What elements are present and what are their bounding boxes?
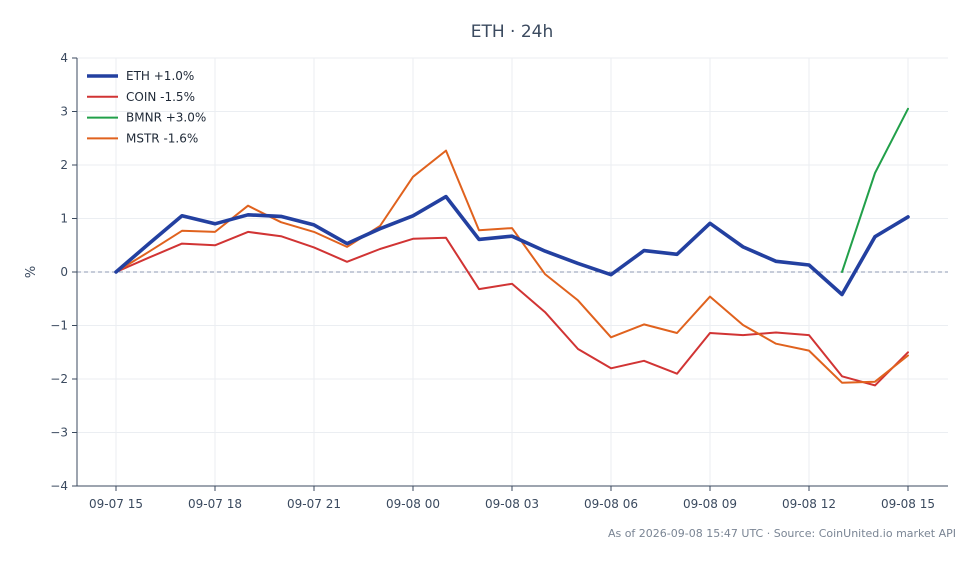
series-line-mstr — [115, 149, 909, 384]
legend-label-mstr: MSTR -1.6% — [126, 131, 198, 145]
x-tick-label: 09-08 00 — [386, 497, 440, 511]
y-tick-label: 3 — [60, 105, 68, 119]
x-tick-label: 09-08 12 — [782, 497, 836, 511]
y-tick-label: 0 — [60, 265, 68, 279]
y-tick-label: −4 — [50, 479, 68, 493]
legend-label-eth: ETH +1.0% — [126, 69, 194, 83]
x-tick-label: 09-08 06 — [584, 497, 638, 511]
plot-area: −4 −3 −2 −1 0 1 2 3 4 09-07 15 09-07 18 09-07 21 09-… — [50, 51, 948, 511]
x-tick-label: 09-07 18 — [188, 497, 242, 511]
y-tick-label: −1 — [50, 319, 68, 333]
x-tick-label: 09-08 03 — [485, 497, 539, 511]
y-tick-label: 2 — [60, 158, 68, 172]
footer-source: As of 2026-09-08 15:47 UTC · Source: Coi… — [608, 527, 956, 540]
y-tick-label: 4 — [60, 51, 68, 65]
y-tick-label: −2 — [50, 372, 68, 386]
x-tick-label: 09-08 09 — [683, 497, 737, 511]
x-tick-label: 09-07 15 — [89, 497, 143, 511]
chart-title: ETH · 24h — [471, 22, 554, 42]
x-tick-label: 09-08 15 — [881, 497, 935, 511]
series-line-eth — [114, 194, 910, 297]
y-tick-label: −3 — [50, 426, 68, 440]
y-tick-label: 1 — [60, 212, 68, 226]
legend-label-coin: COIN -1.5% — [126, 90, 195, 104]
series-line-bmnr — [841, 107, 909, 273]
x-tick-label: 09-07 21 — [287, 497, 341, 511]
legend-label-bmnr: BMNR +3.0% — [126, 111, 206, 125]
y-axis-label: % — [24, 266, 39, 278]
series-line-coin — [115, 230, 909, 387]
